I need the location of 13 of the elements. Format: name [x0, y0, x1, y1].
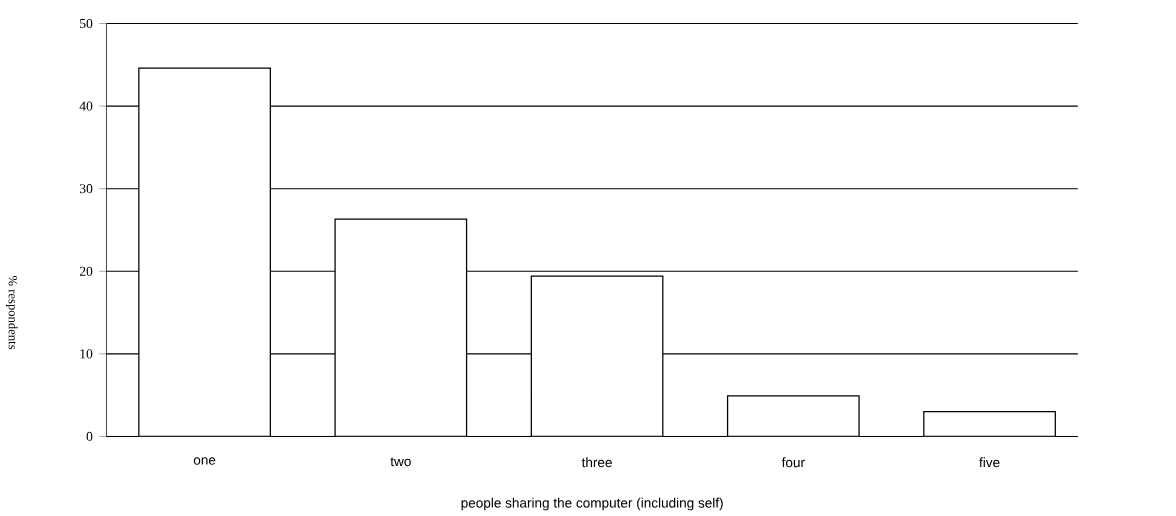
x-tick-label: one	[193, 457, 216, 465]
x-tick-label: two	[390, 457, 411, 466]
x-tick-label: five	[979, 457, 1000, 468]
x-tick-label: four	[781, 457, 805, 468]
y-tick-label: 30	[79, 183, 93, 194]
y-tick-label: 50	[80, 18, 93, 28]
x-axis-title: people sharing the computer (including self)	[461, 497, 723, 511]
y-tick-label: 40	[79, 101, 93, 111]
y-tick-label: 20	[79, 266, 93, 276]
y-tick-label: 10	[80, 349, 93, 359]
y-tick-label: 0	[86, 431, 93, 441]
x-tick-label: three	[581, 457, 612, 468]
y-axis-title: % respondents	[6, 275, 18, 349]
